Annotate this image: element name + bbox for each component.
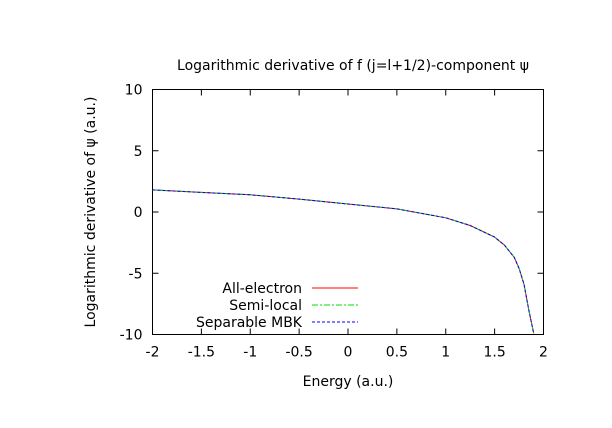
x-tick-label: 1 bbox=[441, 345, 450, 361]
y-axis-label: Logarithmic derivative of ψ (a.u.) bbox=[83, 97, 99, 328]
x-tick-label: 0 bbox=[344, 345, 353, 361]
series-line-2 bbox=[152, 189, 535, 334]
x-tick-label: 2 bbox=[539, 345, 548, 361]
x-tick-label: 1.5 bbox=[483, 345, 505, 361]
plot-frame bbox=[152, 89, 544, 335]
x-tick-label: -1.5 bbox=[188, 345, 215, 361]
y-tick-label: -5 bbox=[129, 266, 143, 282]
series-line-0 bbox=[152, 189, 535, 334]
legend-label: Separable MBK bbox=[196, 315, 303, 331]
y-tick-label: 0 bbox=[134, 205, 143, 221]
x-tick-label: -0.5 bbox=[285, 345, 312, 361]
x-tick-label: -1 bbox=[243, 345, 257, 361]
y-tick-label: 5 bbox=[134, 144, 143, 160]
x-axis-label: Energy (a.u.) bbox=[303, 374, 394, 390]
y-tick-label: -10 bbox=[120, 328, 143, 344]
x-tick-label: -2 bbox=[146, 345, 160, 361]
legend-label: All-electron bbox=[222, 281, 302, 297]
chart-title: Logarithmic derivative of f (j=l+1/2)-co… bbox=[177, 58, 529, 74]
series-line-1 bbox=[152, 189, 535, 334]
y-tick-label: 10 bbox=[125, 83, 143, 99]
x-tick-label: 0.5 bbox=[386, 345, 408, 361]
legend-label: Semi-local bbox=[229, 298, 302, 314]
